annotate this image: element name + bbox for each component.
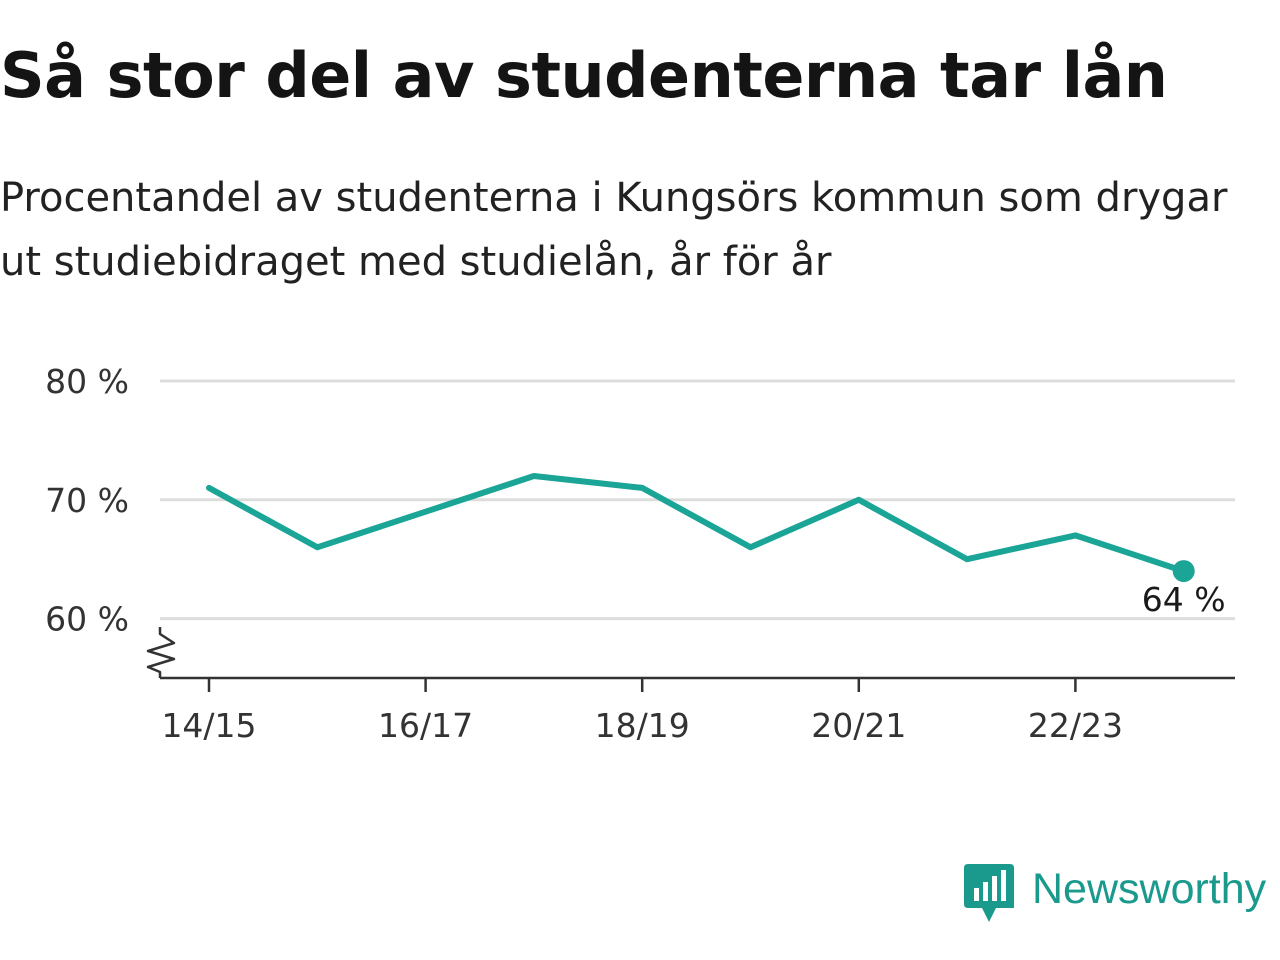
y-tick-label: 60 %: [45, 600, 129, 639]
x-tick-label: 14/15: [161, 706, 256, 745]
line-chart: 60 % 70 % 80 % 14/15 16/17 18/19 20/21 22/23 6…: [45, 362, 1235, 745]
y-axis-tick-labels: 60 % 70 % 80 %: [45, 362, 129, 639]
last-data-point: [1172, 560, 1195, 583]
y-axis-break-mark: [146, 627, 176, 678]
x-tick-label: 20/21: [811, 706, 906, 745]
brand-logo: Newsworthy: [964, 864, 1266, 926]
end-value-label: 64 %: [1142, 580, 1226, 619]
brand-name: Newsworthy: [1032, 865, 1267, 913]
x-axis-tick-labels: 14/15 16/17 18/19 20/21 22/23: [161, 678, 1123, 745]
x-tick-label: 22/23: [1028, 706, 1123, 745]
newsworthy-logo-icon: [964, 864, 1014, 922]
grid-lines: [160, 379, 1235, 621]
y-tick-label: 80 %: [45, 362, 129, 401]
x-tick-label: 18/19: [595, 706, 690, 745]
y-tick-label: 70 %: [45, 481, 129, 520]
series-layer: 64 %: [206, 473, 1230, 623]
series-line: [206, 473, 1187, 575]
x-axis: [146, 627, 1235, 680]
chart-subtitle: Procentandel av studenterna i Kungsörs k…: [0, 175, 1228, 285]
x-tick-label: 16/17: [378, 706, 473, 745]
chart-title: Så stor del av studenterna tar lån: [0, 39, 1168, 112]
